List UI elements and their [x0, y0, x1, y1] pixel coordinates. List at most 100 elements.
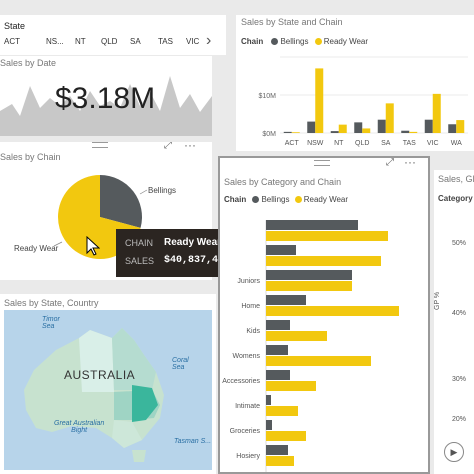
bar-bellings-accessories[interactable] [266, 370, 290, 380]
x-tick-label: VIC [427, 140, 439, 147]
bar-ready-wear-juniors[interactable] [266, 281, 352, 291]
bar-ready-wear-home[interactable] [266, 306, 399, 316]
mouse-cursor-icon [86, 235, 101, 261]
sales-by-category-chart: ⤢ ··· Sales by Category and Chain Chain … [218, 156, 430, 474]
bar-ready-wear-wa[interactable] [456, 120, 465, 133]
sales-area-sparkline [0, 76, 212, 136]
bar-ready-wear-qld[interactable] [362, 128, 371, 133]
sales-by-date-card: Sales by Date $3.18M [0, 56, 212, 136]
bar-bellings-juniors[interactable] [266, 270, 352, 280]
drag-handle-icon[interactable] [92, 142, 108, 148]
sales-by-state-map: Sales by State, Country Timor Sea Coral … [0, 294, 216, 474]
bar-bellings-qld[interactable] [354, 122, 363, 133]
y-tick-label: Groceries [230, 428, 261, 435]
slicer-item-3[interactable]: QLD [101, 37, 118, 46]
legend-dot-ready-wear [314, 38, 322, 45]
bar-bellings-womens[interactable] [266, 345, 288, 355]
legend-dot-bellings [271, 38, 279, 45]
play-button[interactable]: ▶ [444, 442, 464, 462]
legend-dot-ready-wear [294, 196, 302, 203]
slicer-title: State [4, 21, 26, 31]
category-bar-chart: Juniors Home Kids Womens Accessories Intimate… [222, 220, 399, 472]
legend-ready-wear: Ready Wear [323, 37, 369, 46]
bar-ready-wear-groceries[interactable] [266, 431, 306, 441]
focus-mode-icon[interactable]: ⤢ [164, 142, 172, 151]
bar-ready-wear-act[interactable] [291, 132, 300, 133]
bar-ready-wear-accessories[interactable] [266, 381, 316, 391]
sales-gp-chart: Sales, GP Category 50% 40% 30% 20% GP % … [434, 170, 474, 474]
bar-bellings-row0[interactable] [266, 220, 358, 230]
slicer-item-5[interactable]: TAS [158, 37, 173, 46]
bar-bellings-wa[interactable] [448, 124, 457, 133]
bar-ready-wear-nt[interactable] [338, 124, 347, 133]
bar-bellings-vic[interactable] [424, 119, 433, 133]
card-title: Sales by Date [0, 58, 57, 68]
pie-title: Sales by Chain [0, 152, 61, 162]
slicer-item-1[interactable]: NS... [46, 37, 64, 46]
bar-bellings-act[interactable] [283, 131, 292, 133]
map-label-bight: Great Australian Bight [54, 420, 105, 434]
bar-ready-wear-hosiery[interactable] [266, 456, 294, 466]
map-title: Sales by State, Country [4, 298, 99, 308]
bar-ready-wear-womens[interactable] [266, 356, 371, 366]
pie-label-bellings: Bellings [148, 186, 177, 195]
pie-slice-bellings[interactable] [100, 175, 142, 228]
more-options-icon[interactable]: ··· [404, 156, 416, 169]
tooltip-chain-key: CHAIN [125, 238, 154, 248]
x-tick-label: TAS [403, 140, 416, 147]
bar-bellings-tas[interactable] [401, 130, 410, 133]
state-slicer-panel: State ACT NS... NT QLD SA TAS VIC › [0, 15, 226, 55]
gp-ytick-40: 40% [452, 310, 467, 317]
y-tick-label: $10M [258, 93, 276, 100]
bar-bellings-home[interactable] [266, 295, 306, 305]
slicer-item-2[interactable]: NT [75, 37, 86, 46]
bar-bellings-sa[interactable] [377, 119, 386, 133]
chevron-right-icon[interactable]: › [206, 32, 212, 49]
bar-bellings-nsw[interactable] [307, 121, 316, 133]
x-tick-label: NT [334, 140, 344, 147]
drag-handle-icon[interactable] [314, 160, 330, 166]
state-chart-title: Sales by State and Chain [241, 17, 343, 27]
bar-ready-wear-row0[interactable] [266, 231, 388, 241]
bar-ready-wear-vic[interactable] [432, 93, 441, 133]
pie-leader-line [139, 189, 148, 195]
map-label-coral-sea: Coral Sea [172, 357, 189, 371]
bar-bellings-intimate[interactable] [266, 395, 271, 405]
bar-bellings-row1[interactable] [266, 245, 296, 255]
bar-ready-wear-tas[interactable] [409, 131, 418, 133]
map-label-country: AUSTRALIA [64, 368, 136, 382]
focus-mode-icon[interactable]: ⤢ [386, 157, 394, 168]
slicer-item-6[interactable]: VIC [186, 37, 200, 46]
bar-ready-wear-intimate[interactable] [266, 406, 298, 416]
pie-label-ready-wear: Ready Wear [14, 244, 59, 253]
australia-map[interactable] [4, 310, 212, 470]
category-chart-legend: Chain Bellings Ready Wear [224, 195, 348, 204]
x-tick-label: NSW [307, 140, 324, 147]
bar-ready-wear-sa[interactable] [385, 103, 394, 133]
bar-ready-wear-nsw[interactable] [315, 68, 324, 133]
bar-bellings-groceries[interactable] [266, 420, 272, 430]
slicer-item-4[interactable]: SA [130, 37, 141, 46]
legend-ready-wear: Ready Wear [303, 195, 349, 204]
more-options-icon[interactable]: ··· [184, 142, 196, 152]
state-bar-chart: $0M $10M ACT NSW NT QLD SA TAS VIC WA [258, 56, 468, 147]
y-tick-label: Womens [233, 353, 261, 360]
bar-bellings-nt[interactable] [330, 131, 339, 133]
gp-chart-title: Sales, GP [438, 174, 474, 184]
slicer-item-0[interactable]: ACT [4, 37, 20, 46]
gp-ytick-50: 50% [452, 240, 467, 247]
x-tick-label: WA [451, 140, 462, 147]
bar-bellings-kids[interactable] [266, 320, 290, 330]
y-tick-label: Juniors [237, 278, 260, 285]
legend-title: Chain [224, 195, 247, 204]
legend-title: Chain [241, 37, 264, 46]
y-tick-label: Intimate [235, 403, 260, 410]
sales-by-state-chart: Sales by State and Chain Chain Bellings … [236, 15, 474, 151]
gp-ytick-20: 20% [452, 416, 467, 423]
legend-bellings: Bellings [280, 37, 309, 46]
y-tick-label: Home [241, 303, 260, 310]
gp-ytick-30: 30% [452, 376, 467, 383]
bar-bellings-hosiery[interactable] [266, 445, 288, 455]
bar-ready-wear-row1[interactable] [266, 256, 381, 266]
bar-ready-wear-kids[interactable] [266, 331, 327, 341]
